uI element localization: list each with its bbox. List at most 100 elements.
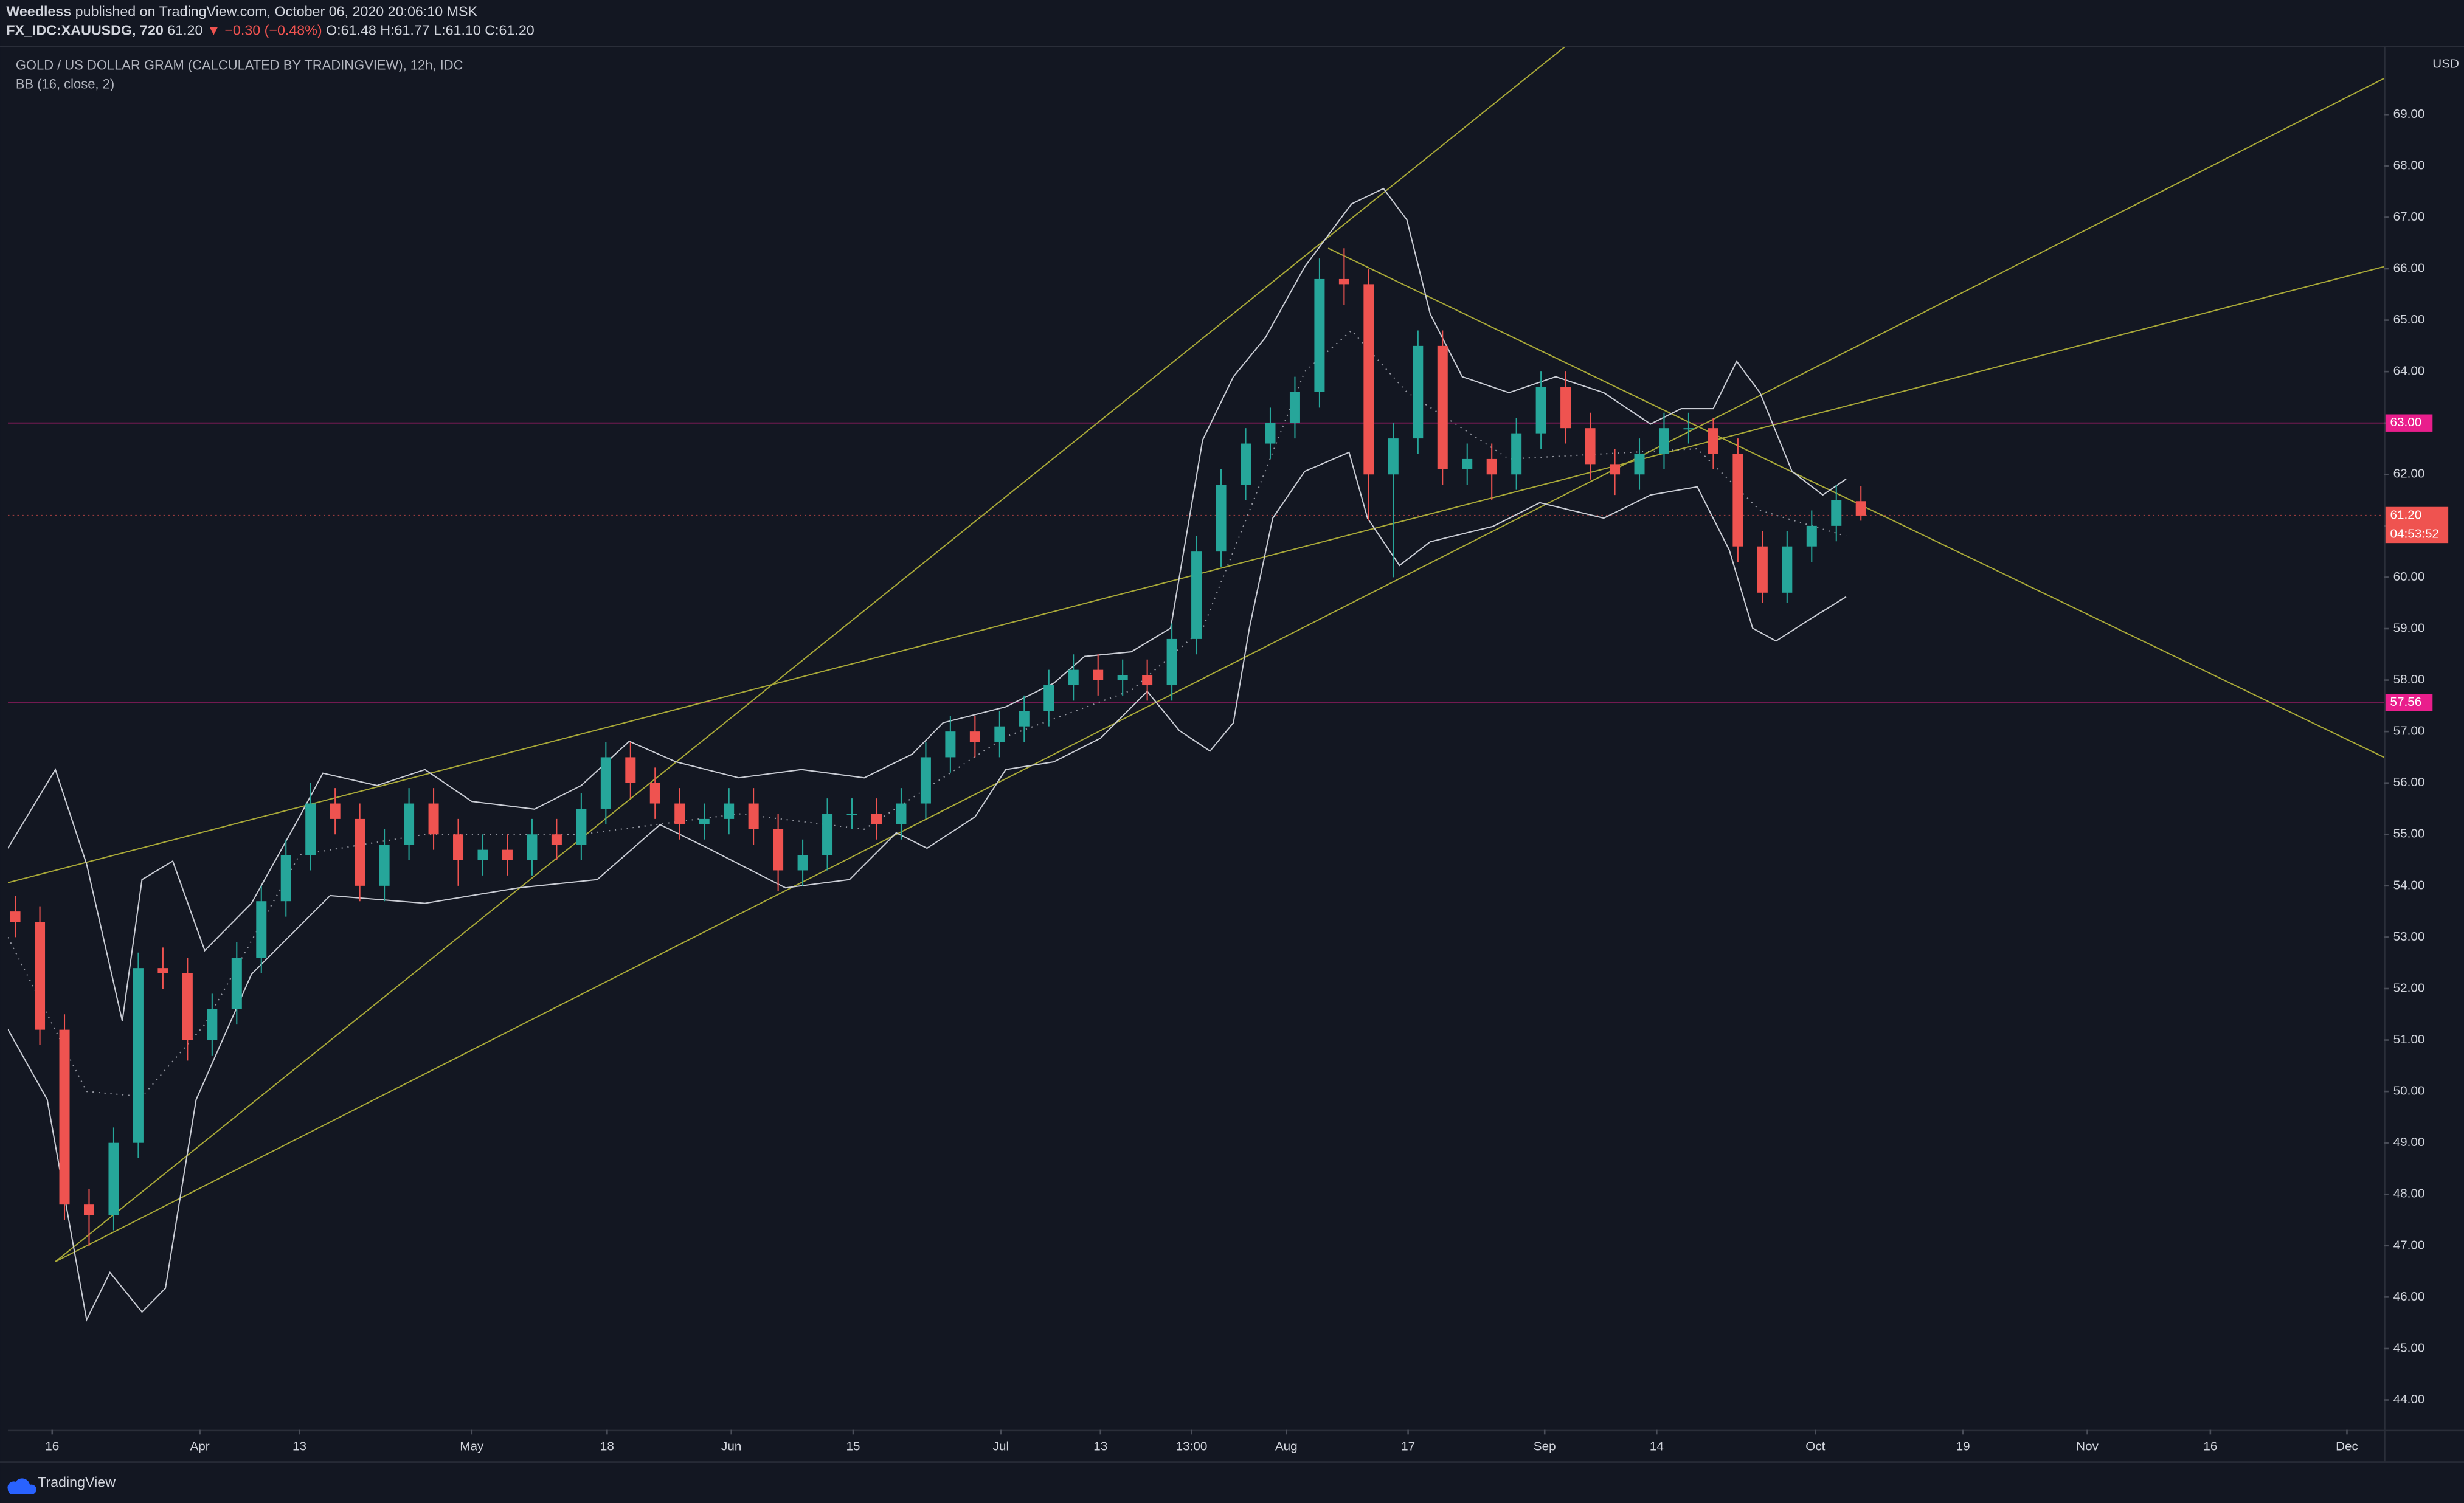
x-tick-label: May [460, 1439, 484, 1453]
x-tick-label: 14 [1650, 1439, 1664, 1453]
price-label-bg [2385, 414, 2433, 432]
y-tick-label: 45.00 [2393, 1341, 2425, 1355]
candle-body [871, 814, 882, 824]
logo-icon [7, 1478, 36, 1494]
close: C:61.20 [485, 22, 535, 38]
candle-body [699, 818, 710, 824]
candle-body [1241, 443, 1251, 485]
change: ▼ −0.30 (−0.48%) [207, 22, 322, 38]
y-tick-label: 66.00 [2393, 261, 2425, 275]
y-tick-label: 50.00 [2393, 1084, 2425, 1098]
x-tick-label: 19 [1956, 1439, 1970, 1453]
y-tick-label: 65.00 [2393, 313, 2425, 327]
y-tick-label: 67.00 [2393, 210, 2425, 224]
low: L:61.10 [434, 22, 481, 38]
candle-body [231, 958, 242, 1009]
candle-body [1093, 669, 1104, 680]
candle-body [1610, 464, 1621, 475]
candle-body [1019, 711, 1030, 727]
candle-body [1043, 685, 1054, 711]
candle-body [945, 731, 956, 758]
candle-body [59, 1029, 70, 1205]
candle-body [649, 783, 660, 804]
y-tick-label: 47.00 [2393, 1238, 2425, 1252]
candle-body [1511, 433, 1522, 475]
candle-body [576, 808, 587, 845]
x-tick-label: Oct [1805, 1439, 1825, 1453]
candle-body [157, 968, 168, 973]
countdown-label: 04:53:52 [2390, 527, 2439, 541]
candle-body [453, 834, 464, 860]
candle-body [256, 901, 267, 958]
candle-body [920, 757, 931, 804]
candle-body [379, 845, 390, 886]
bb-upper [7, 187, 1847, 1021]
x-tick-label: Apr [190, 1439, 210, 1453]
candle-body [10, 911, 21, 922]
candle-body [1831, 500, 1842, 526]
x-tick-label: 16 [2203, 1439, 2217, 1453]
candle-body [133, 968, 144, 1143]
candle-body [1757, 546, 1768, 593]
y-tick-label: 46.00 [2393, 1290, 2425, 1304]
candle-body [355, 818, 365, 886]
published: published on TradingView.com, October 06… [75, 4, 478, 19]
y-tick-label: 44.00 [2393, 1392, 2425, 1406]
y-tick-label: 59.00 [2393, 621, 2425, 635]
x-tick-label: Aug [1275, 1439, 1298, 1453]
candle-body [1314, 278, 1325, 392]
candle-body [1708, 428, 1718, 454]
candle-body [724, 803, 735, 819]
x-tick-label: 17 [1401, 1439, 1415, 1453]
candle-body [404, 803, 415, 845]
price-label: 63.00 [2390, 415, 2422, 429]
candle-body [1634, 454, 1645, 475]
candle-body [330, 803, 341, 819]
candle-body [527, 834, 538, 860]
candle-body [1585, 428, 1596, 465]
symbol: FX_IDC:XAUUSDG, 720 [6, 22, 163, 38]
x-tick-label: Nov [2076, 1439, 2099, 1453]
y-tick-label: 60.00 [2393, 570, 2425, 584]
candle-body [1388, 438, 1399, 475]
candle-body [896, 803, 907, 824]
y-tick-label: 49.00 [2393, 1135, 2425, 1149]
axes: 44.00 45.00 46.00 47.00 48.00 49.00 50.00 51.00… [45, 107, 2449, 1453]
y-tick-label: 64.00 [2393, 364, 2425, 378]
y-tick-label: 53.00 [2393, 930, 2425, 944]
candle-body [1855, 501, 1866, 516]
candle-body [551, 834, 562, 845]
candle-body [822, 814, 833, 855]
candle-body [280, 855, 291, 902]
candle-body [428, 803, 439, 835]
x-tick-label: 16 [45, 1439, 59, 1453]
candle-body [1806, 525, 1817, 547]
x-tick-label: 13:00 [1176, 1439, 1208, 1453]
header-line-1: Weedless published on TradingView.com, O… [6, 4, 477, 19]
candle-body [207, 1009, 218, 1040]
y-tick-label: 58.00 [2393, 672, 2425, 686]
candle-body [674, 803, 685, 824]
y-tick-label: 54.00 [2393, 878, 2425, 892]
candle-body [1142, 675, 1153, 686]
candle-body [83, 1204, 94, 1215]
y-tick-label: 55.00 [2393, 827, 2425, 841]
current-price-bg [2385, 506, 2449, 544]
x-tick-label: 15 [846, 1439, 860, 1453]
trendline [55, 78, 2384, 1262]
footer-text: TradingView [38, 1474, 116, 1490]
trendline [55, 47, 1565, 1262]
candle-body [773, 829, 784, 871]
chart-title: GOLD / US DOLLAR GRAM (CALCULATED BY TRA… [16, 57, 463, 72]
bb-lower [7, 451, 1847, 1322]
y-tick-label: 68.00 [2393, 158, 2425, 172]
candle-body [1289, 392, 1300, 423]
candle-body [1117, 675, 1128, 680]
currency-label: USD [2432, 57, 2459, 71]
x-tick-label: 18 [600, 1439, 614, 1453]
candle-body [600, 757, 611, 809]
candle-body [502, 849, 513, 860]
current-price-label: 61.20 [2390, 508, 2422, 522]
candle-body [1068, 669, 1079, 686]
